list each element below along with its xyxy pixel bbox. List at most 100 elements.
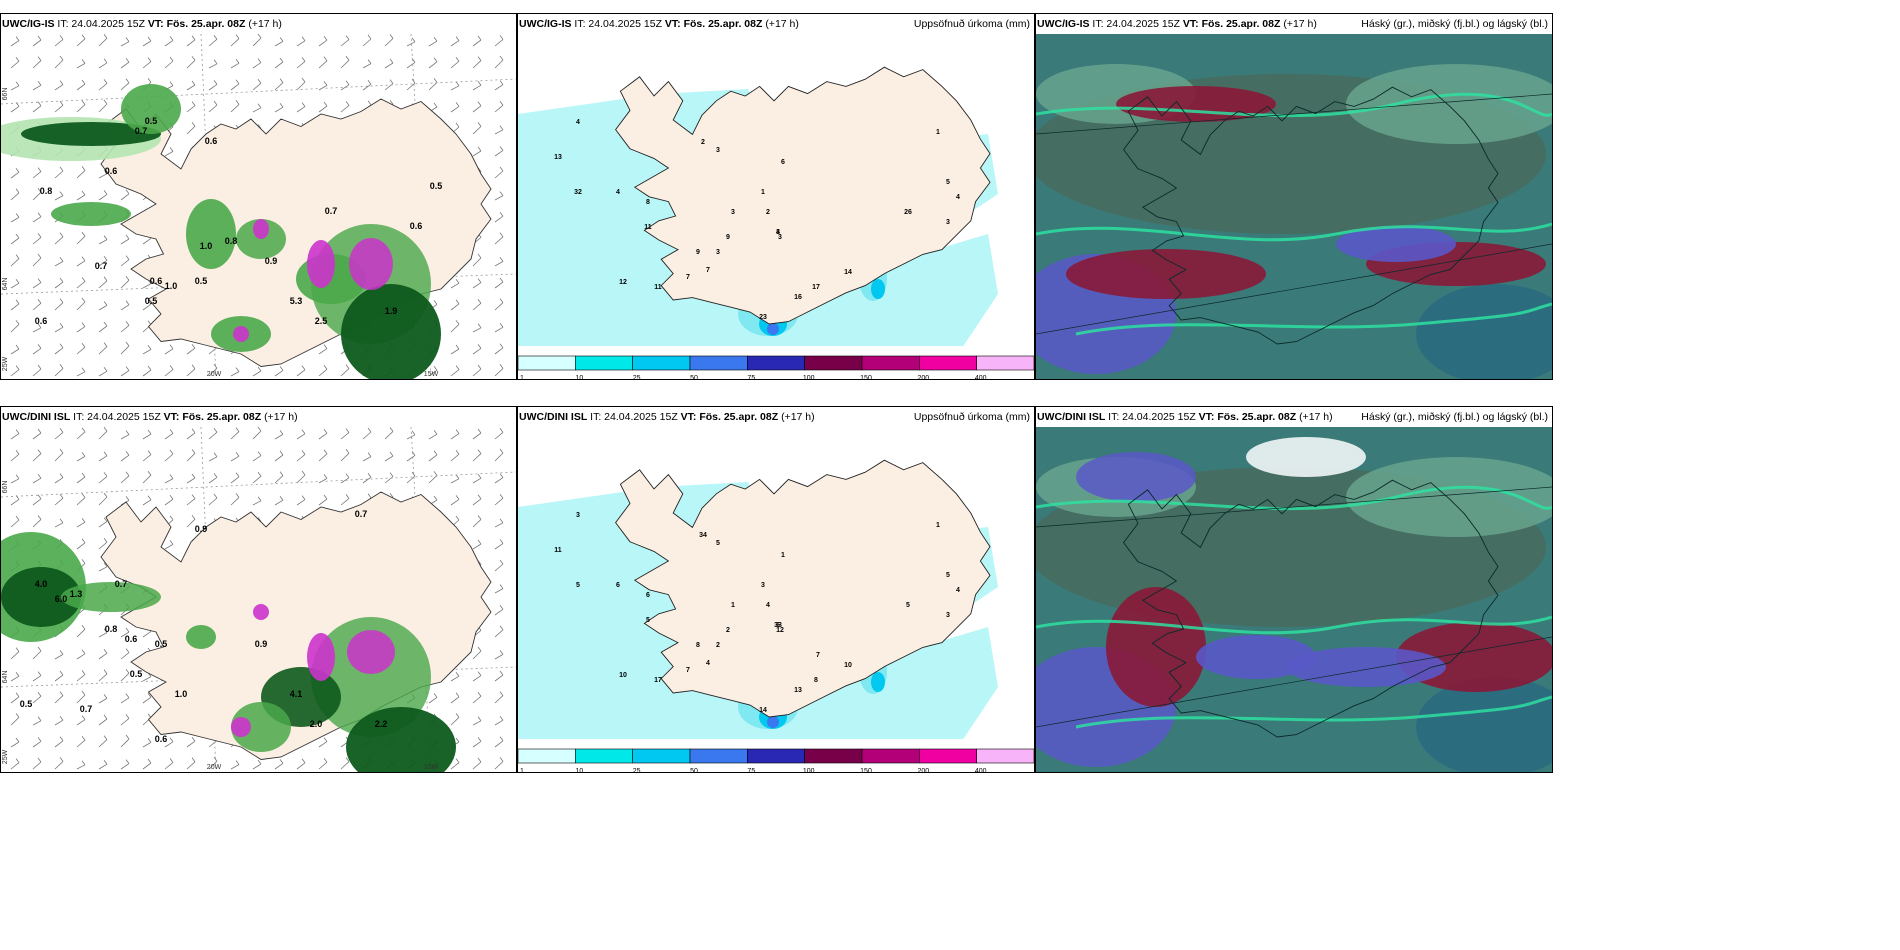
wind-barb xyxy=(208,427,218,440)
wind-barb xyxy=(98,301,108,311)
wind-barb xyxy=(98,537,108,550)
wind-barb xyxy=(120,341,130,355)
wind-barb xyxy=(296,36,306,47)
colorbar-segment xyxy=(575,748,633,764)
shaded-area xyxy=(61,582,161,612)
colorbar-tick: 75 xyxy=(747,768,755,773)
wind-barb xyxy=(142,738,152,748)
wind-barb xyxy=(120,366,130,377)
wind-barb xyxy=(472,344,482,355)
wind-barb xyxy=(318,494,328,506)
wind-value-labels: 0.70.50.60.80.60.50.70.90.81.0 0.50.65.32… xyxy=(35,116,443,326)
wind-barb xyxy=(54,166,64,179)
wind-barb xyxy=(76,34,86,47)
wind-barb xyxy=(10,278,20,289)
precip-value: 3 xyxy=(776,229,780,236)
wind-barb xyxy=(98,648,108,660)
wind-barb xyxy=(54,518,64,528)
wind-barb xyxy=(76,100,86,113)
wind-barb xyxy=(120,648,130,660)
wind-value: 1.0 xyxy=(165,281,178,291)
wind-barb xyxy=(98,276,108,289)
low-cloud xyxy=(1346,64,1552,144)
panel-cloud-igis: UWC/IG-IS IT: 24.04.2025 15Z VT: Fös. 25… xyxy=(1035,13,1553,380)
wind-barb xyxy=(428,450,438,462)
wind-barb xyxy=(186,428,196,440)
wind-barb xyxy=(120,714,130,726)
wind-value: 0.7 xyxy=(135,126,148,136)
wind-barb xyxy=(54,428,64,440)
precip-value: 9 xyxy=(726,234,730,241)
wind-barb xyxy=(318,737,328,748)
graticule xyxy=(1,427,516,772)
wind-barb xyxy=(76,59,86,69)
wind-barb xyxy=(10,429,20,440)
precip-value: 4 xyxy=(956,587,960,594)
shaded-area xyxy=(349,238,393,290)
wind-barb xyxy=(32,473,42,484)
wind-barb xyxy=(450,495,460,506)
iceland-outline xyxy=(1123,479,1499,738)
colorbar-tick: 1 xyxy=(520,768,524,773)
cloud-blue xyxy=(1286,647,1446,687)
wind-barb xyxy=(428,36,438,47)
wind-barb xyxy=(76,472,86,484)
wind-barb xyxy=(274,471,284,484)
wind-barb xyxy=(472,473,482,484)
lat-label: 66N xyxy=(2,88,9,101)
wind-barb xyxy=(494,191,504,201)
wind-value: 0.8 xyxy=(225,236,238,246)
wind-barb xyxy=(10,188,20,201)
wind-barb xyxy=(252,451,262,462)
precip-value: 2 xyxy=(726,627,730,634)
precip-value: 3 xyxy=(731,209,735,216)
wind-barb xyxy=(76,342,86,355)
colorbar-tick: 200 xyxy=(917,375,929,380)
wind-barb xyxy=(472,80,482,91)
wind-barb xyxy=(54,715,64,726)
wind-value: 0.6 xyxy=(205,136,218,146)
precip-value: 2 xyxy=(701,139,705,146)
wind-barb xyxy=(208,100,218,113)
wind-barb xyxy=(10,299,20,311)
wind-barb xyxy=(32,187,42,201)
colorbar-segment xyxy=(689,355,748,371)
wind-barb xyxy=(54,191,64,201)
precip-colorbar: 1 10 25 50 75 100 150 200 400 xyxy=(518,748,1034,773)
wind-barb xyxy=(450,320,460,333)
precip-value: 7 xyxy=(686,274,690,281)
wind-barb xyxy=(32,212,42,223)
colorbar-segment xyxy=(804,748,863,764)
precip-value: 7 xyxy=(706,267,710,274)
wind-barb xyxy=(450,81,460,91)
lat-line xyxy=(1,273,516,295)
wind-value: 0.7 xyxy=(355,509,368,519)
wind-barb xyxy=(340,757,350,770)
wind-barb xyxy=(76,624,86,638)
wind-barb xyxy=(318,474,328,484)
precip-value: 2 xyxy=(716,642,720,649)
shaded-area xyxy=(231,702,291,752)
wind-value: 4.1 xyxy=(290,689,303,699)
wind-barb xyxy=(208,59,218,69)
graticule xyxy=(1036,93,1552,335)
wind-barb xyxy=(98,169,108,179)
precip-value: 1 xyxy=(936,129,940,136)
wind-barb xyxy=(274,37,284,47)
wind-barb xyxy=(120,471,130,484)
wind-barb xyxy=(120,255,130,267)
wind-barb xyxy=(318,35,328,47)
shaded-area xyxy=(51,202,131,226)
wind-barb xyxy=(76,715,86,726)
wind-barb xyxy=(252,103,262,113)
wind-barb xyxy=(406,37,416,47)
wind-barb xyxy=(340,55,350,69)
panel-precip-igis: UWC/IG-IS IT: 24.04.2025 15Z VT: Fös. 25… xyxy=(517,13,1035,380)
lon-label: 20W xyxy=(207,764,222,771)
wind-barb xyxy=(252,34,262,47)
wind-barb xyxy=(76,297,86,311)
wind-barb xyxy=(120,430,130,440)
precip-value: 11 xyxy=(654,284,662,291)
shaded-area xyxy=(1,567,81,627)
precip-value: 3 xyxy=(946,219,950,226)
